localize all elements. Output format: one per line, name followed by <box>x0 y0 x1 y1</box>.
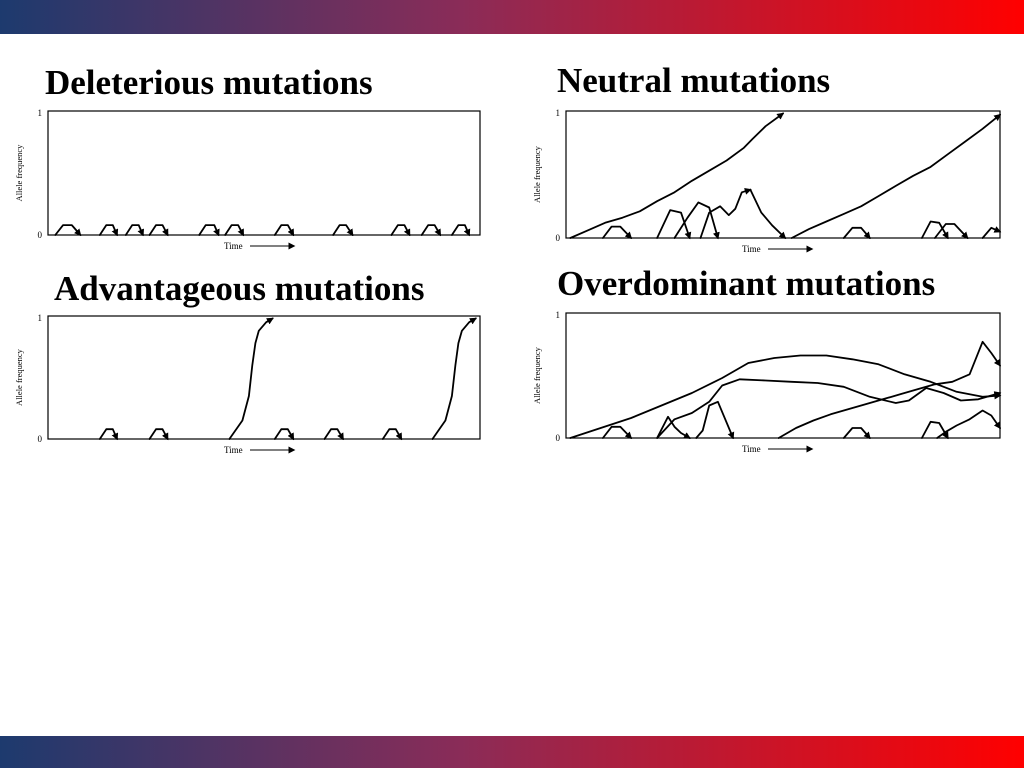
plot-frame <box>565 312 1001 439</box>
y-tick-label-0: 0 <box>556 433 561 443</box>
y-tick-label-0: 0 <box>556 233 561 243</box>
allele-trajectory-5 <box>198 224 220 237</box>
allele-trajectory-2 <box>148 428 169 441</box>
allele-trajectory-6 <box>381 428 403 441</box>
x-axis-label: Time <box>224 445 243 455</box>
x-axis-label: Time <box>224 241 243 251</box>
allele-trajectory-4 <box>656 209 692 240</box>
allele-trajectory-6 <box>695 400 735 440</box>
top-color-band <box>0 0 1024 34</box>
y-axis-label: Allele frequency <box>14 348 24 406</box>
x-axis-label: Time <box>742 244 761 254</box>
allele-trajectory-9 <box>936 409 1001 439</box>
title-deleterious: Deleterious mutations <box>45 63 373 102</box>
allele-trajectory-3 <box>228 317 274 440</box>
bottom-color-band <box>0 736 1024 768</box>
allele-trajectory-7 <box>273 224 295 237</box>
allele-trajectory-7 <box>749 188 787 239</box>
allele-trajectory-2 <box>656 378 1002 439</box>
plot-frame <box>47 110 481 236</box>
y-tick-label-1: 1 <box>38 108 43 118</box>
allele-trajectory-11 <box>450 224 471 237</box>
allele-trajectory-9 <box>390 224 411 237</box>
y-tick-label-1: 1 <box>556 108 561 118</box>
plot-frame <box>47 315 481 440</box>
allele-trajectory-8 <box>332 224 354 237</box>
allele-trajectory-10 <box>933 223 969 240</box>
y-tick-label-0: 0 <box>38 230 43 240</box>
allele-trajectory-2 <box>790 113 1002 239</box>
allele-trajectory-3 <box>602 225 633 240</box>
x-axis-label: Time <box>742 444 761 454</box>
allele-trajectory-11 <box>981 226 1002 239</box>
advantageous-chart: 0 1 Allele frequency Time <box>14 313 481 455</box>
allele-trajectory-7 <box>842 427 871 440</box>
y-tick-label-1: 1 <box>38 313 43 323</box>
allele-trajectory-4 <box>148 224 169 237</box>
y-tick-label-1: 1 <box>556 310 561 320</box>
allele-trajectory-1 <box>54 224 82 237</box>
y-axis-label: Allele frequency <box>14 144 24 202</box>
allele-trajectory-5 <box>323 428 345 441</box>
allele-trajectory-1 <box>569 354 1002 439</box>
allele-trajectory-3 <box>777 340 1001 439</box>
allele-trajectory-3 <box>124 224 144 237</box>
allele-trajectory-7 <box>431 317 477 440</box>
allele-trajectory-10 <box>420 224 442 237</box>
title-advantageous: Advantageous mutations <box>54 269 425 308</box>
allele-trajectory-2 <box>98 224 119 237</box>
neutral-chart: 0 1 Allele frequency Time <box>532 108 1002 254</box>
y-tick-label-0: 0 <box>38 434 43 444</box>
allele-trajectory-4 <box>273 428 295 441</box>
allele-trajectory-8 <box>920 420 949 440</box>
allele-trajectory-5 <box>673 201 720 240</box>
title-neutral: Neutral mutations <box>557 61 831 100</box>
deleterious-chart: 0 1 Allele frequency Time <box>14 108 481 251</box>
allele-trajectory-9 <box>920 220 949 240</box>
allele-trajectory-6 <box>224 224 245 237</box>
allele-trajectory-4 <box>602 425 633 440</box>
y-axis-label: Allele frequency <box>532 346 542 404</box>
allele-trajectory-1 <box>569 112 785 239</box>
allele-trajectory-6 <box>699 187 752 239</box>
y-axis-label: Allele frequency <box>532 145 542 203</box>
allele-trajectory-1 <box>98 428 119 441</box>
title-overdominant: Overdominant mutations <box>557 264 936 303</box>
allele-trajectory-8 <box>842 226 871 240</box>
allele-trajectory-5 <box>656 415 691 439</box>
overdominant-chart: 0 1 Allele frequency Time <box>532 310 1002 454</box>
plot-frame <box>565 110 1001 239</box>
